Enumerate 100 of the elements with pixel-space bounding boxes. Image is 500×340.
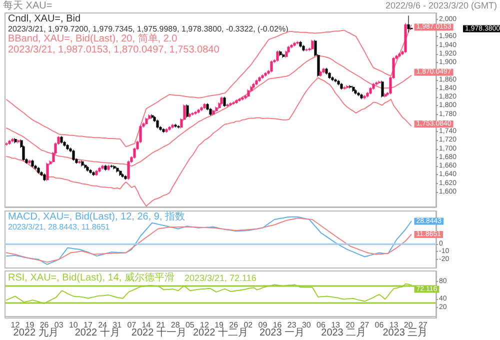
candlestick — [319, 70, 322, 78]
candlestick — [354, 89, 357, 95]
text: 2023 三月 — [382, 328, 428, 338]
candlestick — [81, 160, 84, 167]
x-tick-label: 07 — [127, 320, 137, 330]
x-tick-label: 12 — [10, 320, 20, 330]
x-tick-label: 17 — [84, 320, 93, 330]
candlestick — [238, 98, 241, 102]
candlestick — [241, 96, 244, 101]
x-tick-label: 19 — [214, 320, 224, 330]
text: 2022 十二月 — [192, 326, 248, 338]
x-tick-label: 16 — [272, 320, 282, 330]
candlestick — [98, 166, 101, 173]
candlestick — [31, 159, 34, 168]
x-tick-label: 27 — [360, 320, 370, 330]
candlestick — [86, 166, 89, 172]
text: 2022 九月 — [13, 326, 58, 338]
candlestick — [17, 139, 20, 144]
candlestick — [46, 162, 49, 182]
candlestick — [247, 89, 250, 98]
candlestick — [302, 44, 305, 52]
x-tick-label: 14 — [142, 320, 152, 330]
chart-title: RSI, XAU=, Bid(Last), 14, 威尔德平滑 — [8, 272, 174, 284]
candlestick — [352, 86, 355, 92]
candlestick — [264, 72, 267, 78]
candlestick — [270, 60, 273, 73]
chart-title: MACD, XAU=, Bid(Last), 12, 26, 9, 指数 — [8, 210, 186, 222]
x-tick-label: 13 — [331, 320, 341, 330]
candlestick — [95, 170, 98, 176]
x-tick-label: 13 — [389, 320, 399, 330]
candlestick — [124, 174, 127, 180]
candlestick — [203, 102, 206, 110]
candlestick — [66, 144, 69, 150]
chart-title: Cndl, XAU=, Bid — [8, 14, 81, 24]
line-series — [6, 77, 412, 207]
candlestick — [372, 82, 375, 90]
candlestick — [116, 166, 119, 173]
x-tick-label: 21 — [156, 320, 166, 330]
candlestick — [162, 128, 165, 134]
candlestick — [212, 109, 215, 116]
candlestick — [229, 102, 232, 106]
candlestick — [14, 138, 17, 144]
text: 2023/3/21, 28.8443, 11.8651 — [8, 222, 110, 232]
candlestick — [293, 42, 296, 47]
candlestick — [235, 98, 238, 104]
candlestick — [168, 126, 171, 131]
candlestick — [165, 128, 168, 134]
candlestick — [186, 104, 189, 118]
candlestick — [200, 106, 203, 112]
candlestick — [145, 117, 148, 126]
candlestick — [127, 160, 130, 180]
line-series — [6, 54, 412, 167]
chart-subtitle: 2023/3/21, 72.116 — [184, 273, 256, 283]
candlestick — [258, 76, 261, 82]
candlestick — [215, 106, 218, 112]
x-tick-label: 28 — [170, 320, 180, 330]
candlestick — [107, 164, 110, 172]
line-series — [6, 24, 412, 148]
candlestick — [325, 67, 328, 75]
annotation: 2023/3/21, 1,987.0153, 1,870.0497, 1,753.0840 — [8, 44, 220, 56]
candlestick — [276, 50, 279, 62]
candlestick — [285, 50, 288, 58]
candlestick — [60, 136, 63, 144]
text: 2022/9/6 - 2023/3/20 (GMT) — [385, 0, 497, 10]
candlestick — [194, 110, 197, 116]
candlestick — [261, 74, 264, 80]
candlestick — [398, 52, 401, 58]
x-tick-label: 03 — [54, 320, 64, 330]
candlestick — [84, 164, 87, 169]
candlestick — [381, 80, 384, 98]
text: 2023 二月 — [321, 328, 366, 338]
x-tick-label: 05 — [185, 320, 195, 330]
candlestick — [311, 39, 314, 50]
candlestick — [156, 119, 159, 129]
candlestick — [43, 173, 46, 182]
text: 2023/3/21, 1,979.7200, 1,979.7345, 1,975.9989, 1,978.3800, -0.3322, (-0.02%) — [8, 24, 289, 34]
candlestick — [337, 80, 340, 86]
candlestick — [197, 108, 200, 114]
x-tick-label: 19 — [25, 320, 35, 330]
annotation: BBand, XAU=, Bid(Last), 20, 简单, 2.0 — [8, 32, 178, 44]
candlestick — [220, 96, 223, 106]
candlestick — [171, 123, 174, 129]
x-tick-label: 23 — [287, 320, 297, 330]
x-tick-label: 20 — [404, 320, 414, 330]
x-tick-label: 09 — [258, 320, 268, 330]
x-tick-label: 06 — [316, 320, 326, 330]
candlestick — [72, 149, 75, 162]
candlestick — [119, 170, 122, 176]
candlestick — [384, 92, 387, 98]
candlestick — [188, 112, 191, 118]
candlestick — [407, 15, 410, 33]
candlestick — [404, 22, 407, 54]
x-tick-label: 10 — [68, 320, 78, 330]
x-tick-label: 12 — [200, 320, 210, 330]
x-tick-label: 24 — [98, 320, 108, 330]
candlestick — [299, 40, 302, 48]
x-tick-label: 27 — [418, 320, 428, 330]
x-tick-label: 30 — [302, 320, 312, 330]
candlestick — [369, 86, 372, 95]
candlestick — [255, 79, 258, 86]
